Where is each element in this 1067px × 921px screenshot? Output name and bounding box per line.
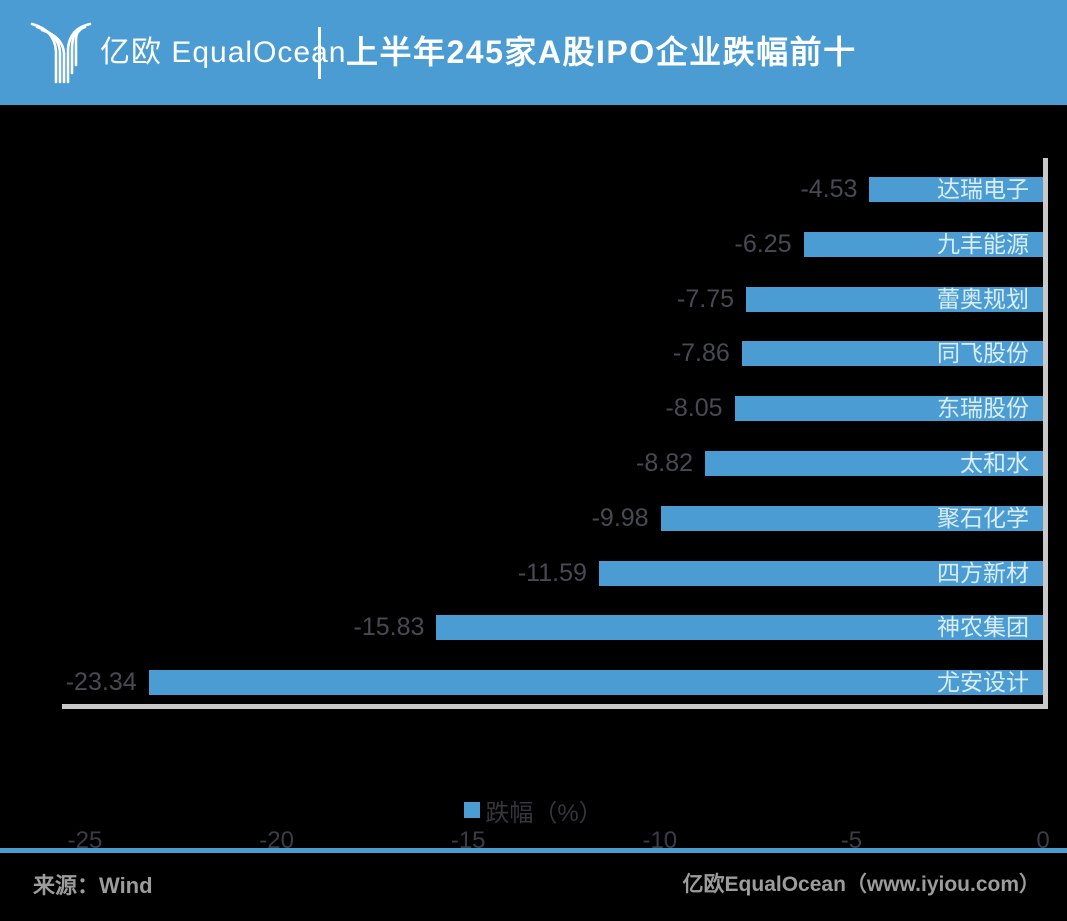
bar: 达瑞电子: [869, 177, 1043, 202]
footer-divider: [0, 848, 1067, 853]
bar-company-label: 九丰能源: [937, 230, 1029, 257]
bar: 太和水: [705, 451, 1043, 476]
data-source-label: 来源：Wind: [33, 873, 153, 898]
bar-value-label: -8.82: [636, 449, 694, 477]
bar-chart: 达瑞电子 -4.53 九丰能源 -6.25 蕾奥规划 -7.75 同飞股份 -7.86 东瑞股份…: [0, 105, 1067, 854]
bar-company-label: 四方新材: [936, 559, 1029, 586]
chart-legend: 跌幅（%）: [0, 796, 1067, 827]
bar-value-label: -15.83: [353, 613, 425, 642]
bar-value-label: -4.53: [800, 175, 858, 203]
bar-company-label: 聚石化学: [936, 504, 1029, 531]
legend-color-swatch: [464, 802, 481, 818]
bar-row: 四方新材 -11.59: [0, 558, 1067, 587]
bar-row: 尤安设计 -23.34: [0, 668, 1067, 697]
bar-row: 东瑞股份 -8.05: [0, 394, 1067, 423]
bar: 神农集团: [436, 614, 1043, 641]
bar-value-label: -23.34: [65, 668, 137, 697]
bar-company-label: 蕾奥规划: [936, 285, 1029, 312]
bar-company-label: 同飞股份: [936, 340, 1029, 367]
bar: 同飞股份: [741, 340, 1043, 367]
page-title: 上半年245家A股IPO企业跌幅前十: [346, 34, 857, 70]
bar-company-label: 尤安设计: [936, 669, 1029, 696]
bar-row: 同飞股份 -7.86: [0, 339, 1067, 368]
bar-company-label: 东瑞股份: [936, 395, 1029, 422]
bar: 四方新材: [598, 559, 1043, 586]
x-axis-tick-label: 0: [1036, 827, 1050, 854]
bar-row: 蕾奥规划 -7.75: [0, 284, 1067, 313]
bar-value-label: -7.75: [677, 284, 735, 313]
bar-row: 达瑞电子 -4.53: [0, 177, 1067, 202]
equalocean-logo-text: 亿欧 EqualOcean: [100, 36, 347, 69]
equalocean-logo-icon: [30, 21, 92, 85]
bar: 东瑞股份: [734, 395, 1043, 422]
bar-row: 太和水 -8.82: [0, 451, 1067, 476]
bar-company-label: 太和水: [959, 450, 1029, 476]
legend-label: 跌幅（%）: [485, 799, 603, 827]
footer: 来源：Wind 亿欧EqualOcean（www.iyiou.com）: [0, 853, 1067, 921]
bar: 尤安设计: [148, 669, 1043, 696]
header-divider: [318, 27, 321, 79]
footer-brand-label: 亿欧EqualOcean（www.iyiou.com）: [682, 873, 1040, 896]
header-banner: 亿欧 EqualOcean 上半年245家A股IPO企业跌幅前十: [0, 0, 1067, 105]
bar-value-label: -6.25: [734, 229, 792, 258]
x-axis-line: [62, 704, 1048, 709]
zero-baseline-axis: [1043, 158, 1048, 708]
bar-company-label: 达瑞电子: [936, 176, 1029, 202]
bar-row: 聚石化学 -9.98: [0, 503, 1067, 532]
bar: 九丰能源: [803, 230, 1043, 257]
bar-value-label: -11.59: [517, 558, 587, 587]
bar: 蕾奥规划: [746, 285, 1043, 312]
x-axis-tick-label: -5: [840, 827, 863, 854]
bar-value-label: -9.98: [591, 503, 649, 532]
bar-company-label: 神农集团: [936, 614, 1029, 641]
bar-row: 神农集团 -15.83: [0, 613, 1067, 642]
bar-value-label: -7.86: [672, 339, 730, 368]
bar-row: 九丰能源 -6.25: [0, 229, 1067, 258]
bar: 聚石化学: [660, 504, 1043, 531]
bar-value-label: -8.05: [665, 394, 723, 423]
